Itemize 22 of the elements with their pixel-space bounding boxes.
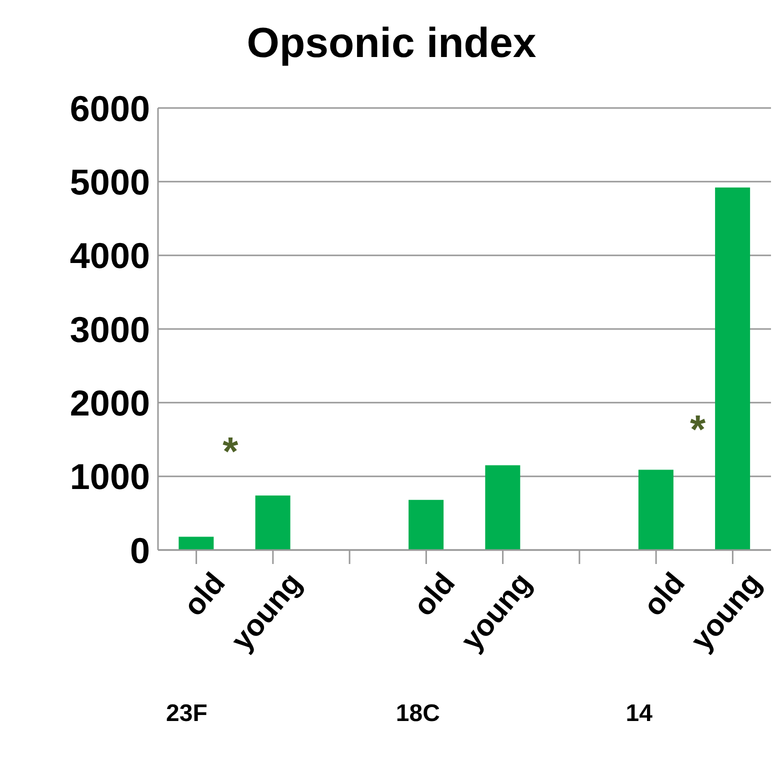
y-tick-label: 3000 — [70, 308, 150, 350]
x-tick-label: old — [637, 566, 692, 622]
bar — [638, 470, 674, 550]
y-tick-label: 4000 — [70, 235, 150, 276]
bar — [178, 536, 214, 550]
annotation: * — [222, 430, 238, 475]
text: 14 — [626, 700, 652, 728]
y-tick-label: 2000 — [70, 382, 150, 424]
text: 18C — [396, 700, 440, 728]
y-tick-label: 6000 — [70, 88, 150, 129]
chart-title: Opsonic index — [246, 18, 538, 68]
bar — [715, 188, 750, 550]
text: 23F — [166, 700, 208, 728]
bar — [485, 465, 520, 550]
y-tick-label: 0 — [130, 530, 150, 571]
x-tick-label: old — [178, 566, 232, 622]
y-tick-label: 5000 — [70, 161, 150, 202]
y-tick-label: 1000 — [70, 456, 150, 498]
bar — [255, 495, 290, 550]
bar — [408, 500, 444, 550]
x-tick-label: old — [407, 566, 462, 622]
annotation: * — [690, 408, 706, 452]
